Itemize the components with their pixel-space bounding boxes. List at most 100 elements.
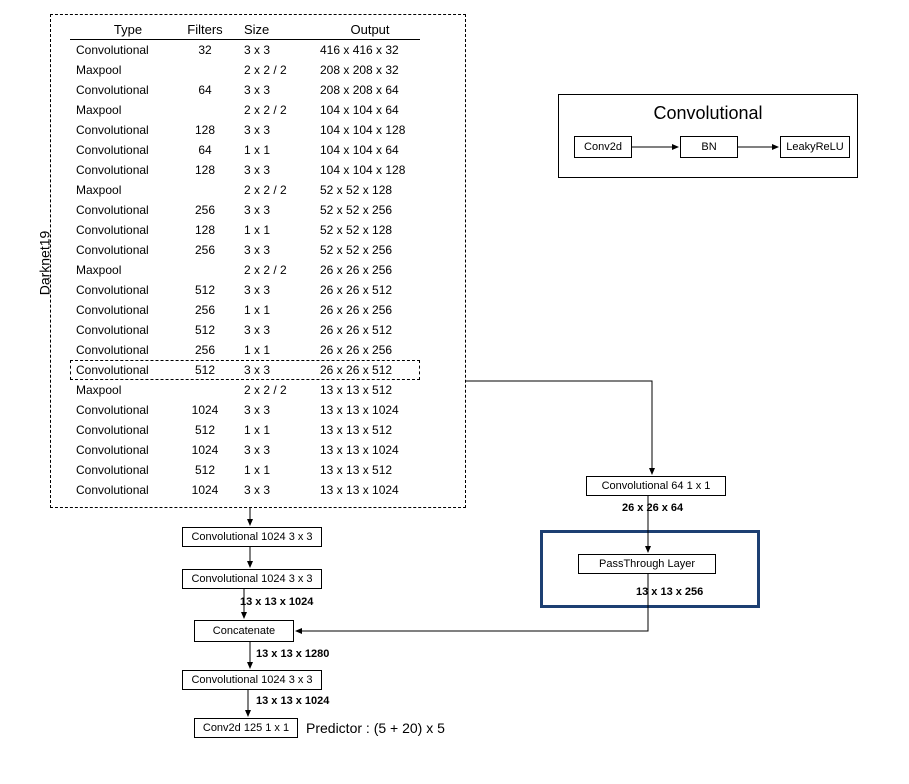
cell-output: 52 x 52 x 128 [300, 220, 420, 240]
cell-size: 3 x 3 [230, 360, 300, 380]
cell-filters: 256 [180, 300, 230, 320]
dim-pass-label: 13 x 13 x 256 [636, 586, 703, 598]
cell-filters: 32 [180, 40, 230, 60]
cell-filters [180, 100, 230, 120]
cell-output: 104 x 104 x 64 [300, 100, 420, 120]
table-row: Convolutional2563 x 352 x 52 x 256 [70, 240, 420, 260]
passthrough-box: PassThrough Layer [578, 554, 716, 574]
cell-type: Convolutional [70, 80, 180, 100]
cell-filters: 128 [180, 120, 230, 140]
cell-output: 26 x 26 x 256 [300, 340, 420, 360]
cell-type: Convolutional [70, 400, 180, 420]
table-row: Convolutional1283 x 3104 x 104 x 128 [70, 120, 420, 140]
cell-type: Convolutional [70, 160, 180, 180]
cell-size: 2 x 2 / 2 [230, 60, 300, 80]
cell-output: 52 x 52 x 256 [300, 240, 420, 260]
cell-type: Maxpool [70, 180, 180, 200]
cell-type: Convolutional [70, 140, 180, 160]
leakyrelu-box: LeakyReLU [780, 136, 850, 158]
conv-panel-title: Convolutional [559, 103, 857, 124]
cell-type: Convolutional [70, 360, 180, 380]
table-row: Convolutional5121 x 113 x 13 x 512 [70, 460, 420, 480]
table-row: Maxpool2 x 2 / 2104 x 104 x 64 [70, 100, 420, 120]
cell-output: 13 x 13 x 1024 [300, 480, 420, 500]
table-body: Convolutional323 x 3416 x 416 x 32Maxpoo… [70, 40, 420, 500]
table-row: Convolutional1281 x 152 x 52 x 128 [70, 220, 420, 240]
predictor-label: Predictor : (5 + 20) x 5 [306, 720, 445, 736]
table-row: Convolutional641 x 1104 x 104 x 64 [70, 140, 420, 160]
cell-filters [180, 260, 230, 280]
cell-size: 3 x 3 [230, 200, 300, 220]
cell-size: 3 x 3 [230, 440, 300, 460]
cell-type: Convolutional [70, 340, 180, 360]
darknet-table: Type Filters Size Output Convolutional32… [70, 22, 420, 500]
col-header-size: Size [230, 22, 300, 37]
cell-output: 26 x 26 x 256 [300, 300, 420, 320]
table-row: Convolutional2561 x 126 x 26 x 256 [70, 300, 420, 320]
cell-size: 3 x 3 [230, 320, 300, 340]
cell-filters: 512 [180, 320, 230, 340]
cell-output: 104 x 104 x 128 [300, 160, 420, 180]
bn-box: BN [680, 136, 738, 158]
cell-size: 3 x 3 [230, 40, 300, 60]
cell-filters: 128 [180, 160, 230, 180]
cell-output: 26 x 26 x 512 [300, 280, 420, 300]
cell-output: 26 x 26 x 512 [300, 360, 420, 380]
cell-size: 1 x 1 [230, 300, 300, 320]
dim-c-label: 13 x 13 x 1280 [256, 648, 329, 660]
table-row: Convolutional10243 x 313 x 13 x 1024 [70, 480, 420, 500]
table-row: Convolutional5123 x 326 x 26 x 512 [70, 280, 420, 300]
dim-d-label: 13 x 13 x 1024 [256, 695, 329, 707]
cell-filters: 128 [180, 220, 230, 240]
cell-output: 13 x 13 x 1024 [300, 440, 420, 460]
cell-filters: 256 [180, 240, 230, 260]
cell-type: Convolutional [70, 220, 180, 240]
cell-type: Convolutional [70, 280, 180, 300]
cell-type: Convolutional [70, 120, 180, 140]
cell-size: 1 x 1 [230, 220, 300, 240]
cell-output: 104 x 104 x 128 [300, 120, 420, 140]
cell-size: 1 x 1 [230, 340, 300, 360]
cell-size: 1 x 1 [230, 140, 300, 160]
table-row: Convolutional2561 x 126 x 26 x 256 [70, 340, 420, 360]
table-row: Maxpool 2 x 2 / 252 x 52 x 128 [70, 180, 420, 200]
cell-output: 104 x 104 x 64 [300, 140, 420, 160]
cell-filters: 1024 [180, 400, 230, 420]
cell-size: 3 x 3 [230, 240, 300, 260]
cell-filters [180, 180, 230, 200]
cell-output: 208 x 208 x 64 [300, 80, 420, 100]
cell-size: 2 x 2 / 2 [230, 380, 300, 400]
cell-type: Maxpool [70, 260, 180, 280]
cell-filters: 512 [180, 460, 230, 480]
conv-c-box: Convolutional 1024 3 x 3 [182, 670, 322, 690]
cell-size: 3 x 3 [230, 80, 300, 100]
table-row: Convolutional5123 x 326 x 26 x 512 [70, 320, 420, 340]
concatenate-box: Concatenate [194, 620, 294, 642]
cell-filters [180, 60, 230, 80]
cell-size: 1 x 1 [230, 420, 300, 440]
col-header-filters: Filters [180, 22, 230, 37]
table-row: Maxpool2 x 2 / 226 x 26 x 256 [70, 260, 420, 280]
cell-type: Convolutional [70, 300, 180, 320]
table-row: Convolutional1283 x 3104 x 104 x 128 [70, 160, 420, 180]
cell-output: 13 x 13 x 512 [300, 420, 420, 440]
table-row: Maxpool2 x 2 / 2208 x 208 x 32 [70, 60, 420, 80]
cell-filters: 64 [180, 140, 230, 160]
cell-filters: 512 [180, 280, 230, 300]
cell-output: 26 x 26 x 256 [300, 260, 420, 280]
cell-output: 52 x 52 x 128 [300, 180, 420, 200]
cell-size: 3 x 3 [230, 480, 300, 500]
col-header-output: Output [300, 22, 420, 37]
cell-type: Maxpool [70, 100, 180, 120]
col-header-type: Type [70, 22, 180, 37]
table-header: Type Filters Size Output [70, 22, 420, 40]
cell-filters: 64 [180, 80, 230, 100]
table-row: Convolutional5121 x 113 x 13 x 512 [70, 420, 420, 440]
cell-output: 13 x 13 x 1024 [300, 400, 420, 420]
table-row: Convolutional2563 x 352 x 52 x 256 [70, 200, 420, 220]
cell-size: 1 x 1 [230, 460, 300, 480]
cell-size: 2 x 2 / 2 [230, 180, 300, 200]
conv2d-box: Conv2d [574, 136, 632, 158]
cell-output: 208 x 208 x 32 [300, 60, 420, 80]
table-row: Convolutional5123 x 326 x 26 x 512 [70, 360, 420, 380]
